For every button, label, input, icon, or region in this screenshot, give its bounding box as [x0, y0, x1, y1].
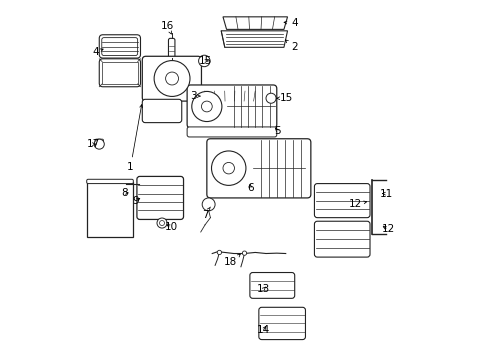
Circle shape [157, 218, 167, 228]
FancyBboxPatch shape [258, 307, 305, 339]
Text: 17: 17 [86, 139, 100, 149]
Text: 4: 4 [92, 47, 103, 57]
Text: 18: 18 [224, 254, 240, 267]
Text: 9: 9 [132, 196, 140, 206]
Text: 2: 2 [285, 40, 297, 52]
Circle shape [201, 101, 212, 112]
Text: 3: 3 [190, 91, 200, 101]
FancyBboxPatch shape [314, 184, 369, 218]
Circle shape [159, 221, 164, 226]
Polygon shape [223, 17, 287, 30]
Circle shape [168, 61, 175, 68]
Circle shape [198, 55, 210, 67]
Text: 8: 8 [121, 188, 128, 198]
Circle shape [191, 91, 222, 122]
FancyBboxPatch shape [137, 176, 183, 220]
Circle shape [242, 251, 246, 255]
FancyBboxPatch shape [102, 38, 137, 55]
Circle shape [154, 60, 190, 96]
Text: 7: 7 [202, 207, 210, 220]
Circle shape [202, 198, 215, 211]
FancyBboxPatch shape [86, 179, 133, 184]
FancyBboxPatch shape [142, 99, 182, 123]
FancyBboxPatch shape [206, 139, 310, 198]
Text: 6: 6 [246, 183, 253, 193]
Text: 13: 13 [256, 284, 269, 294]
Polygon shape [194, 91, 265, 101]
Text: 15: 15 [198, 56, 211, 66]
Text: 12: 12 [381, 225, 394, 234]
Text: 14: 14 [256, 325, 269, 335]
FancyBboxPatch shape [314, 221, 369, 257]
Circle shape [265, 93, 276, 103]
FancyBboxPatch shape [168, 39, 175, 58]
FancyBboxPatch shape [249, 273, 294, 298]
Circle shape [223, 162, 234, 174]
Text: 10: 10 [165, 222, 178, 232]
Circle shape [94, 139, 104, 149]
Bar [86, 182, 133, 237]
FancyBboxPatch shape [187, 127, 276, 137]
Circle shape [217, 250, 221, 255]
FancyBboxPatch shape [199, 57, 208, 64]
FancyBboxPatch shape [187, 85, 276, 128]
Bar [102, 62, 137, 84]
FancyBboxPatch shape [99, 59, 140, 87]
FancyBboxPatch shape [99, 35, 140, 58]
FancyBboxPatch shape [95, 139, 103, 145]
Circle shape [211, 151, 245, 185]
Text: 1: 1 [127, 105, 142, 172]
Polygon shape [221, 31, 287, 47]
Text: 5: 5 [274, 126, 280, 136]
Text: 11: 11 [379, 189, 392, 199]
Circle shape [165, 72, 178, 85]
Text: 16: 16 [161, 21, 174, 34]
FancyBboxPatch shape [142, 56, 201, 101]
Text: 4: 4 [284, 18, 297, 28]
FancyBboxPatch shape [266, 95, 274, 101]
Text: 12: 12 [348, 199, 366, 210]
Text: 15: 15 [276, 93, 293, 103]
